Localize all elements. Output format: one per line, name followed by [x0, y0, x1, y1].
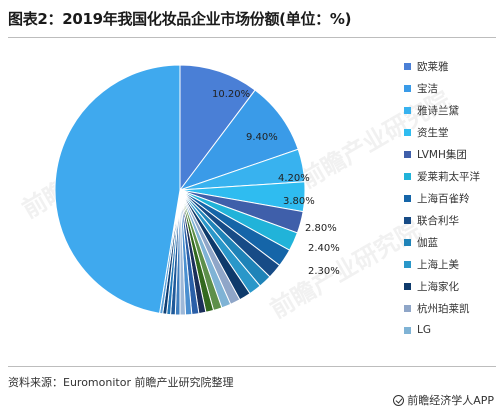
legend-swatch — [404, 238, 411, 246]
slice-value-label: 2.80% — [305, 223, 337, 234]
legend-swatch — [404, 172, 411, 180]
slice-value-label: 2.30% — [308, 266, 340, 277]
legend-swatch — [404, 304, 411, 312]
footer-divider — [8, 366, 496, 367]
legend-label: 上海百雀羚 — [417, 192, 470, 205]
legend-item: 伽蓝 — [404, 231, 502, 253]
legend-swatch — [404, 128, 411, 136]
pie-slice — [179, 64, 256, 192]
legend-swatch — [404, 282, 411, 290]
pie-chart: 10.20% 9.40% 4.20% 3.80% 2.80% 2.40% 2.30% — [54, 64, 340, 316]
legend-swatch — [404, 326, 411, 334]
legend-label: 上海家化 — [417, 280, 459, 293]
legend-label: 爱莱莉太平洋 — [417, 170, 480, 183]
legend-label: 联合利华 — [417, 214, 459, 227]
legend-label: 宝洁 — [417, 82, 438, 95]
slice-value-label: 4.20% — [278, 173, 310, 184]
title-divider — [8, 37, 496, 38]
slice-value-label: 2.40% — [308, 243, 340, 254]
slice-value-label: 10.20% — [212, 89, 250, 100]
brand-credit: 前瞻经济学人APP — [393, 392, 494, 408]
legend-item: 上海百雀羚 — [404, 187, 502, 209]
legend-item: 杭州珀莱凯 — [404, 297, 502, 319]
legend-item: 欧莱雅 — [404, 55, 502, 77]
legend-label: 雅诗兰黛 — [417, 104, 459, 117]
legend-swatch — [404, 260, 411, 268]
legend-item: LG — [404, 319, 502, 341]
legend-item: 爱莱莉太平洋 — [404, 165, 502, 187]
legend-swatch — [404, 84, 411, 92]
legend-label: LVMH集团 — [417, 148, 467, 161]
legend-item: LVMH集团 — [404, 143, 502, 165]
legend-label: 上海上美 — [417, 258, 459, 271]
legend-swatch — [404, 62, 411, 70]
legend-swatch — [404, 150, 411, 158]
slice-value-label: 3.80% — [283, 196, 315, 207]
legend-item: 资生堂 — [404, 121, 502, 143]
legend-label: 杭州珀莱凯 — [417, 302, 470, 315]
source-note: 资料来源：Euromonitor 前瞻产业研究院整理 — [8, 376, 234, 389]
pie-slice — [54, 64, 181, 314]
legend-label: 资生堂 — [417, 126, 449, 139]
legend-item: 上海家化 — [404, 275, 502, 297]
legend-swatch — [404, 106, 411, 114]
legend-swatch — [404, 216, 411, 224]
legend-item: 宝洁 — [404, 77, 502, 99]
legend-label: LG — [417, 324, 431, 336]
slice-value-label: 9.40% — [246, 132, 278, 143]
brand-name: 前瞻经济学人APP — [407, 394, 494, 407]
chart-legend: 欧莱雅宝洁雅诗兰黛资生堂 LVMH集团 爱莱莉太平洋 上海百雀羚联合利华伽蓝上海上美上… — [404, 55, 502, 341]
legend-label: 欧莱雅 — [417, 60, 449, 73]
brand-logo-icon — [393, 394, 405, 406]
legend-label: 伽蓝 — [417, 236, 438, 249]
legend-item: 雅诗兰黛 — [404, 99, 502, 121]
legend-item: 联合利华 — [404, 209, 502, 231]
legend-item: 上海上美 — [404, 253, 502, 275]
legend-swatch — [404, 194, 411, 202]
chart-title: 图表2：2019年我国化妆品企业市场份额(单位：%) — [8, 10, 352, 28]
